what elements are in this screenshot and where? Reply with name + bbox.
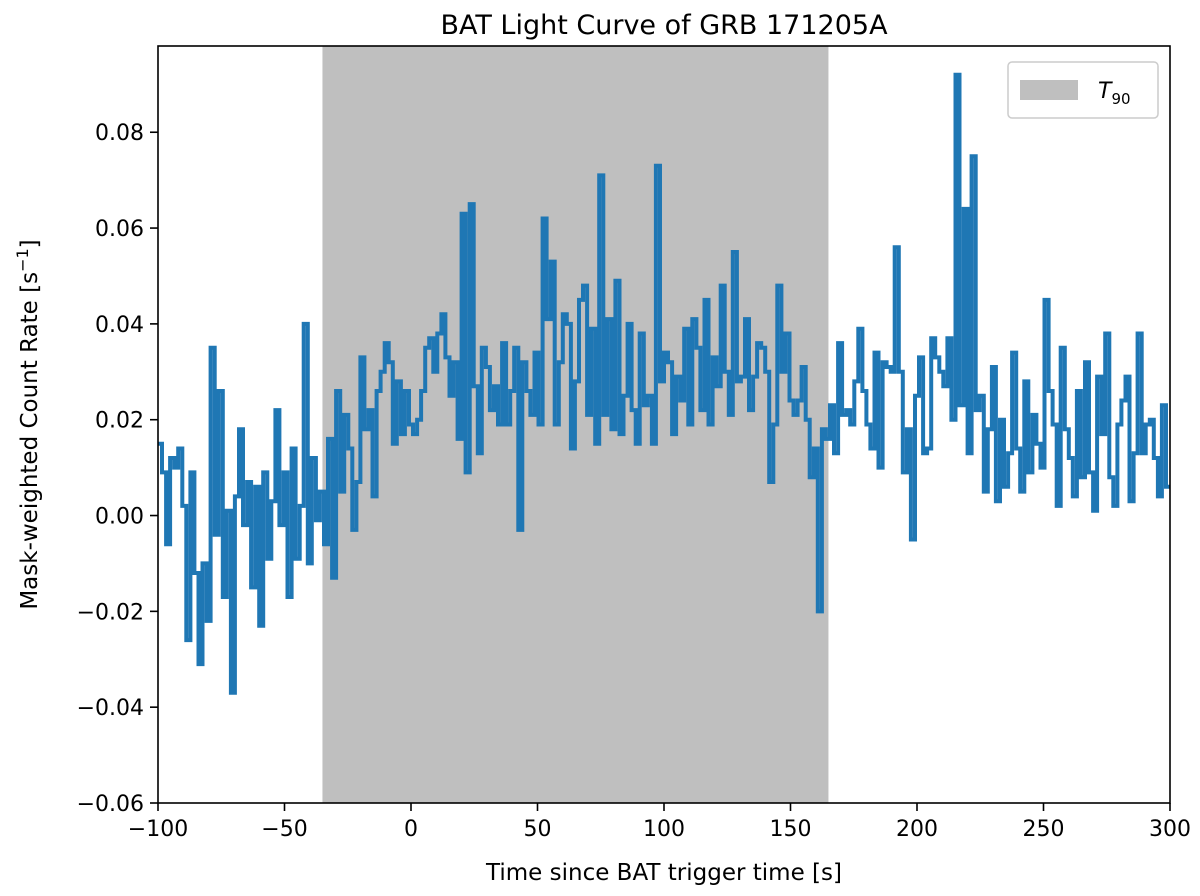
y-axis-label-superscript: −1 [13,248,32,272]
x-tick-label: 50 [524,817,552,842]
legend: T90 [1007,61,1159,119]
x-axis-label: Time since BAT trigger time [s] [485,860,842,886]
legend-label-subscript: 90 [1111,90,1130,108]
legend-box [1007,61,1159,119]
y-axis-label-tail: ] [17,239,43,248]
x-tick-label: 250 [1023,817,1065,842]
x-tick-label: 300 [1149,817,1191,842]
x-tick-label: 150 [770,817,812,842]
y-tick-label: −0.04 [77,696,144,721]
legend-swatch-t90 [1020,80,1078,100]
legend-label-t90: T90 [1098,79,1131,108]
x-tick-label: 200 [896,817,938,842]
x-tick-label: 0 [404,817,418,842]
legend-label-main: T [1098,79,1113,104]
x-tick-label: −100 [128,817,188,842]
x-tick-label: −50 [261,817,307,842]
y-axis-label: Mask-weighted Count Rate [s−1] [13,239,43,609]
y-tick-label: 0.08 [95,121,144,146]
y-tick-label: 0.02 [95,409,144,434]
chart-title: BAT Light Curve of GRB 171205A [440,10,888,41]
x-axis: −100 −50 0 50 100 150 200 250 300 [128,803,1191,842]
y-tick-label: 0.04 [95,313,144,338]
y-tick-label: −0.06 [77,792,144,817]
y-axis-label-main: Mask-weighted Count Rate [s [17,272,43,610]
y-tick-label: 0.06 [95,217,144,242]
series-layer [158,72,1170,695]
series-count-rate-line [158,72,1170,695]
y-tick-label: 0.00 [95,505,144,530]
y-axis: −0.06 −0.04 −0.02 0.00 0.02 0.04 0.06 0.08 [77,121,158,817]
y-tick-label: −0.02 [77,600,144,625]
x-tick-label: 100 [643,817,685,842]
